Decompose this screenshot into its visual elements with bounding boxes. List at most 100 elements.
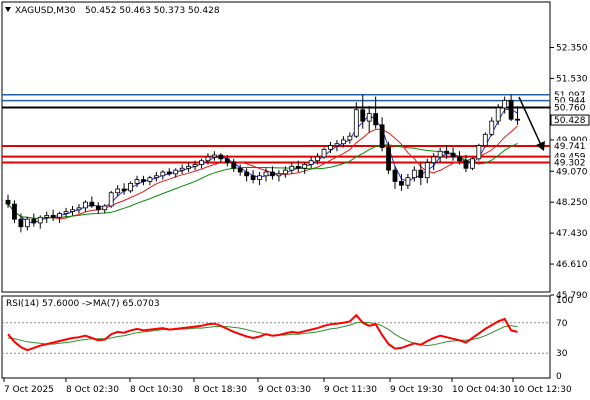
bull-candle (424, 162, 430, 179)
price-tick-label: 52.350 (556, 44, 588, 54)
level-tag-label: 50.760 (554, 104, 586, 114)
level-tag-label: 50.944 (554, 97, 586, 107)
price-tick-label: 49.070 (556, 167, 588, 177)
bear-candle (50, 214, 56, 218)
rsi-tick-label: 100 (556, 296, 573, 306)
rsi-panel: 100 70 30 0 (2, 296, 573, 382)
chart-menu-triangle-icon[interactable] (5, 7, 11, 12)
bear-candle (166, 171, 172, 175)
indicator-plot-frame (1, 295, 551, 379)
bull-candle (495, 107, 501, 122)
symbol-label: XAGUSD,M30 (15, 6, 76, 16)
time-tick-label: 8 Oct 18:30 (194, 385, 247, 395)
bull-candle (469, 158, 475, 169)
bull-candle (147, 177, 153, 182)
bull-candle (76, 207, 82, 211)
price-tick-label: 46.610 (556, 260, 588, 270)
bull-candle (57, 213, 62, 218)
bull-candle (340, 139, 346, 145)
bull-candle (353, 109, 359, 137)
rsi-tick-label: 0 (556, 372, 562, 382)
main-plot-frame (1, 1, 551, 293)
candlesticks (5, 94, 520, 233)
bull-candle (257, 175, 262, 180)
level-tag-box (551, 102, 589, 113)
bull-candle (302, 164, 308, 169)
bear-candle (295, 165, 301, 169)
bull-candle (63, 211, 69, 214)
current-price-label: 50.428 (554, 116, 586, 126)
bear-candle (457, 156, 462, 162)
price-tick-label: 51.530 (556, 74, 588, 84)
level-tag-label: 49.302 (554, 159, 586, 169)
price-tick-label: 48.250 (556, 198, 588, 208)
bull-candle (489, 120, 495, 135)
bull-candle (173, 169, 179, 175)
bear-candle (5, 199, 11, 205)
bull-candle (134, 179, 140, 184)
time-tick-label: 8 Oct 02:30 (66, 385, 119, 395)
time-tick-label: 9 Oct 11:30 (324, 385, 377, 395)
mid-ma-line (7, 125, 518, 220)
bull-candle (405, 177, 411, 186)
bear-candle (89, 201, 95, 207)
bull-candle (366, 113, 372, 122)
forecast-arrow (518, 96, 542, 146)
bear-candle (237, 167, 243, 173)
bull-candle (431, 156, 437, 163)
level-tags: 51.09750.94450.76049.74149.45949.30250.4… (550, 89, 590, 169)
bull-candle (186, 165, 192, 169)
bull-candle (108, 192, 114, 207)
bull-candle (37, 216, 43, 224)
bear-candle (244, 171, 250, 177)
level-tag-box (551, 89, 589, 100)
price-tick-label: 47.430 (556, 229, 588, 239)
bull-candle (308, 160, 314, 165)
level-tag-box (551, 95, 589, 106)
bull-candle (192, 164, 198, 167)
bear-candle (121, 188, 127, 192)
bull-candle (315, 156, 321, 162)
bull-candle (289, 165, 295, 171)
slow-ma-line (7, 142, 518, 219)
time-tick-label: 10 Oct 12:30 (513, 385, 572, 395)
rsi-header: RSI(14) 57.6000 ->MA(7) 65.0703 (6, 299, 160, 309)
bear-candle (31, 218, 37, 224)
bear-candle (218, 154, 224, 160)
ohlc-readout: 50.452 50.463 50.373 50.428 (85, 6, 220, 16)
bull-candle (282, 169, 288, 175)
bear-candle (508, 99, 514, 120)
bull-candle (199, 160, 204, 165)
bear-candle (392, 169, 398, 182)
bull-candle (476, 145, 482, 160)
bull-candle (502, 99, 508, 109)
bear-candle (379, 124, 385, 148)
bull-candle (328, 145, 333, 150)
rsi-tick-label: 30 (556, 349, 568, 359)
bull-candle (115, 188, 121, 194)
bear-candle (418, 169, 424, 179)
bear-candle (360, 109, 366, 122)
bear-candle (250, 175, 256, 180)
bull-candle (263, 171, 269, 177)
bear-candle (231, 162, 237, 169)
bear-candle (224, 158, 230, 163)
time-tick-label: 10 Oct 04:30 (452, 385, 511, 395)
bull-candle (24, 218, 30, 228)
bull-candle (179, 167, 185, 171)
bear-candle (444, 150, 450, 154)
time-tick-label: 8 Oct 10:30 (130, 385, 183, 395)
bear-candle (399, 181, 404, 186)
time-tick-label: 9 Oct 19:30 (390, 385, 443, 395)
bull-candle (347, 135, 353, 141)
bull-candle (44, 214, 50, 218)
price-tick-label: 45.790 (556, 291, 588, 301)
level-tag-box (551, 151, 589, 162)
time-axis: 7 Oct 2025 8 Oct 02:30 8 Oct 10:30 8 Oct 18… (3, 378, 572, 395)
level-tag-box (551, 157, 589, 168)
current-price-tag (550, 114, 590, 126)
bull-candle (128, 182, 133, 192)
level-tag-label: 49.741 (554, 142, 586, 152)
